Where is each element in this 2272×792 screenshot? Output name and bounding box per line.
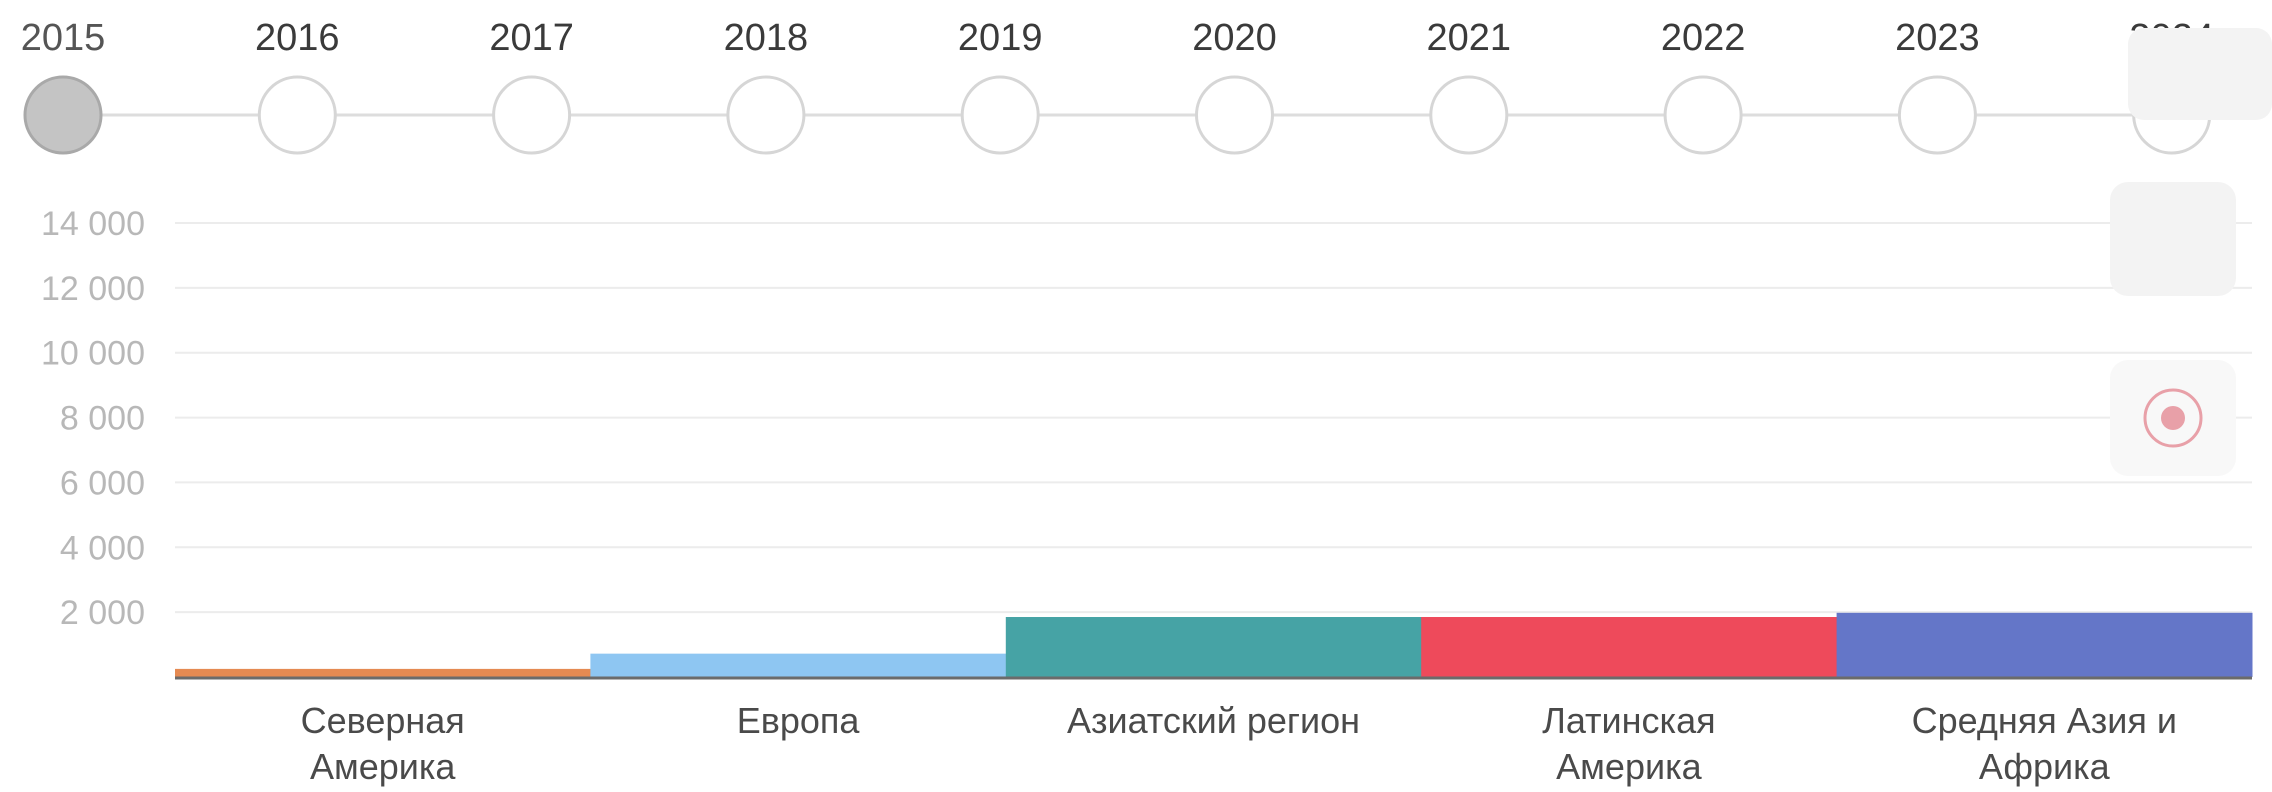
year-node[interactable] bbox=[960, 75, 1040, 155]
year-label: 2015 bbox=[21, 17, 106, 59]
timeline-year-2022[interactable]: 2022 bbox=[1661, 17, 1746, 155]
timeline-year-2018[interactable]: 2018 bbox=[724, 17, 809, 155]
year-timeline: 2015201620172018201920202021202220232024 bbox=[21, 17, 2214, 155]
year-node[interactable] bbox=[257, 75, 337, 155]
timeline-year-2021[interactable]: 2021 bbox=[1427, 17, 1512, 155]
category-label: Средняя Азия и Африка bbox=[1912, 700, 2177, 787]
y-tick-label: 12 000 bbox=[41, 270, 145, 308]
y-tick-label: 6 000 bbox=[60, 464, 145, 502]
record-button[interactable] bbox=[2110, 360, 2236, 476]
year-node[interactable] bbox=[492, 75, 572, 155]
y-tick-label: 2 000 bbox=[60, 594, 145, 632]
side-controls bbox=[2110, 28, 2272, 476]
menu-button[interactable] bbox=[2110, 182, 2236, 296]
year-node[interactable] bbox=[1195, 75, 1274, 155]
bar-3 bbox=[1005, 617, 1422, 677]
bar-4 bbox=[1421, 617, 1838, 677]
record-icon bbox=[2143, 388, 2203, 448]
year-label: 2022 bbox=[1661, 17, 1746, 59]
category-label-line: Африка bbox=[1979, 746, 2111, 787]
y-axis-ticks: 2 000 4 000 6 000 8 000 10 000 12 000 14 000 bbox=[41, 205, 145, 632]
year-node[interactable] bbox=[1429, 75, 1509, 155]
category-label: Европа bbox=[737, 700, 861, 741]
menu-icon bbox=[2110, 182, 2236, 296]
year-label: 2019 bbox=[958, 17, 1043, 59]
year-node-selected[interactable] bbox=[23, 75, 103, 155]
y-tick-label: 10 000 bbox=[41, 335, 145, 373]
expand-button[interactable] bbox=[2128, 28, 2272, 120]
timeline-year-2020[interactable]: 2020 bbox=[1192, 17, 1277, 155]
bar-5 bbox=[1836, 612, 2253, 677]
expand-icon bbox=[2128, 28, 2272, 120]
bar-1 bbox=[175, 668, 591, 677]
y-tick-label: 4 000 bbox=[60, 529, 145, 567]
timeline-year-2019[interactable]: 2019 bbox=[958, 17, 1043, 155]
year-label: 2023 bbox=[1895, 17, 1980, 59]
timeline-year-2015[interactable]: 2015 bbox=[21, 17, 106, 155]
category-label-line: Северная bbox=[301, 700, 465, 741]
category-label-line: Европа bbox=[737, 700, 861, 741]
chart-gridlines bbox=[175, 222, 2252, 614]
timeline-year-2017[interactable]: 2017 bbox=[489, 17, 574, 155]
year-label: 2016 bbox=[255, 17, 340, 59]
year-node[interactable] bbox=[1663, 75, 1743, 155]
year-label: 2020 bbox=[1192, 17, 1277, 59]
year-node[interactable] bbox=[1897, 75, 1977, 155]
timeline-year-2023[interactable]: 2023 bbox=[1895, 17, 1980, 155]
chart-bars bbox=[175, 612, 2253, 677]
x-axis-category-labels: Северная Америка Европа Азиатский регион Лат… bbox=[301, 700, 2177, 787]
category-label: Азиатский регион bbox=[1067, 700, 1360, 741]
category-label: Латинская Америка bbox=[1542, 700, 1715, 787]
year-node[interactable] bbox=[726, 75, 806, 155]
category-label-line: Средняя Азия и bbox=[1912, 700, 2177, 741]
y-tick-label: 8 000 bbox=[60, 400, 145, 438]
bar-2 bbox=[590, 653, 1007, 677]
category-label-line: Азиатский регион bbox=[1067, 700, 1360, 741]
record-dot bbox=[2161, 406, 2185, 430]
timeline-year-2016[interactable]: 2016 bbox=[255, 17, 340, 155]
category-label: Северная Америка bbox=[301, 700, 465, 787]
year-label: 2021 bbox=[1427, 17, 1512, 59]
category-label-line: Америка bbox=[1556, 746, 1702, 787]
category-label-line: Америка bbox=[310, 746, 456, 787]
category-label-line: Латинская bbox=[1542, 700, 1715, 741]
year-label: 2018 bbox=[724, 17, 809, 59]
year-label: 2017 bbox=[489, 17, 574, 59]
y-tick-label: 14 000 bbox=[41, 205, 145, 243]
